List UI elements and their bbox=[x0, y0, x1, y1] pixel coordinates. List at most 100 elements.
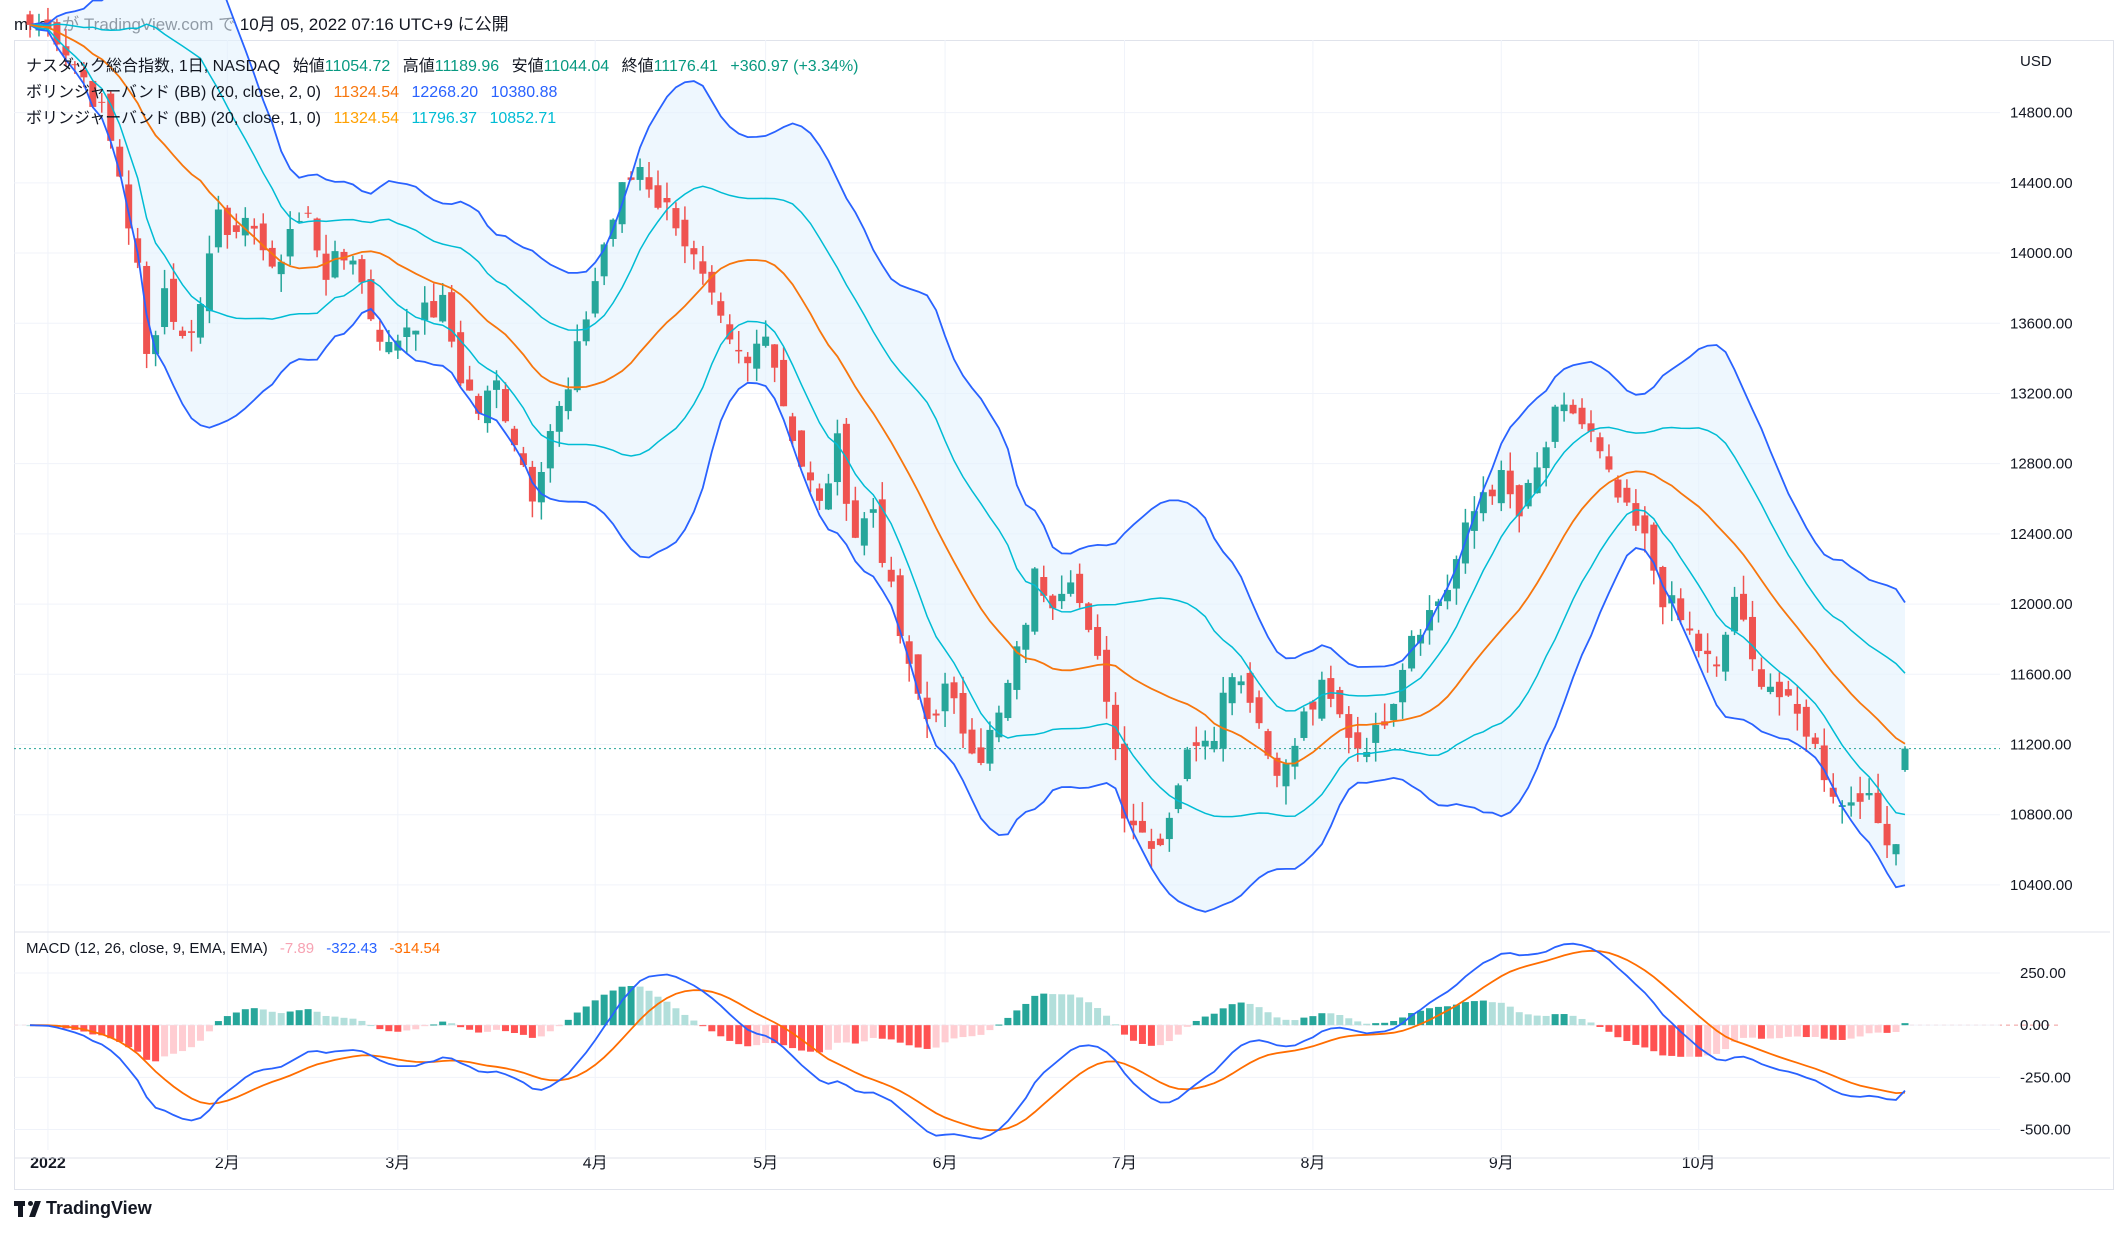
macd-histogram-bar bbox=[412, 1025, 420, 1030]
macd-histogram-bar bbox=[1210, 1013, 1218, 1026]
macd-histogram-bar bbox=[887, 1025, 895, 1040]
candle-body bbox=[1587, 423, 1595, 432]
macd-histogram-bar bbox=[1506, 1006, 1514, 1026]
macd-histogram-bar bbox=[1022, 1003, 1030, 1026]
macd-histogram-bar bbox=[1578, 1018, 1586, 1026]
candle-body bbox=[501, 389, 509, 422]
footer-brand-text: TradingView bbox=[46, 1198, 152, 1218]
candle-body bbox=[528, 466, 536, 502]
macd-histogram-bar bbox=[1264, 1012, 1272, 1026]
macd-histogram-bar bbox=[1632, 1025, 1640, 1045]
candle-body bbox=[1748, 616, 1756, 660]
candle-body bbox=[1291, 745, 1299, 767]
candle-body bbox=[125, 184, 133, 229]
macd-histogram-bar bbox=[1399, 1017, 1407, 1026]
macd-histogram-bar bbox=[789, 1025, 797, 1049]
macd-histogram-bar bbox=[116, 1025, 124, 1042]
candle-body bbox=[851, 500, 859, 538]
bb2-legend[interactable]: ボリンジャーバンド (BB) (20, close, 2, 0) 11324.5… bbox=[26, 78, 565, 102]
macd-histogram-bar bbox=[1497, 1002, 1505, 1026]
candle-body bbox=[762, 336, 770, 346]
macd-histogram-bar bbox=[1174, 1025, 1182, 1035]
candle-body bbox=[385, 341, 393, 353]
candle-body bbox=[1372, 725, 1380, 743]
candle-body bbox=[457, 332, 465, 384]
candle-body bbox=[161, 288, 169, 328]
macd-histogram-bar bbox=[1596, 1025, 1604, 1027]
macd-tick-label: 250.00 bbox=[2020, 965, 2066, 982]
macd-histogram-bar bbox=[699, 1025, 707, 1027]
macd-histogram-bar bbox=[1748, 1025, 1756, 1038]
macd-histogram-bar bbox=[1740, 1025, 1748, 1038]
candle-body bbox=[1757, 669, 1765, 687]
candle-body bbox=[1479, 492, 1487, 514]
time-tick-label: 2022 bbox=[30, 1155, 66, 1172]
candle-body bbox=[1443, 589, 1451, 602]
macd-histogram-bar bbox=[1856, 1025, 1864, 1037]
macd-histogram-bar bbox=[1408, 1013, 1416, 1026]
macd-histogram-bar bbox=[1704, 1025, 1712, 1056]
candle-body bbox=[179, 330, 187, 336]
candle-body bbox=[1820, 745, 1828, 781]
candle-body bbox=[295, 220, 303, 222]
macd-histogram-bar bbox=[869, 1025, 877, 1038]
candle-body bbox=[403, 327, 411, 338]
candle-body bbox=[708, 271, 716, 293]
candle-body bbox=[798, 430, 806, 467]
candle-body bbox=[484, 390, 492, 424]
macd-histogram-bar bbox=[510, 1025, 518, 1034]
macd-histogram-bar bbox=[1085, 1002, 1093, 1026]
macd-histogram-bar bbox=[1677, 1025, 1685, 1057]
candle-body bbox=[744, 356, 752, 364]
candle-body bbox=[735, 349, 743, 352]
macd-histogram-bar bbox=[717, 1025, 725, 1037]
macd-histogram-bar bbox=[125, 1025, 133, 1048]
macd-histogram-bar bbox=[1515, 1012, 1523, 1026]
macd-histogram-bar bbox=[600, 994, 608, 1026]
chart-frame[interactable] bbox=[14, 40, 2114, 1190]
candle-body bbox=[1300, 711, 1308, 738]
candle-body bbox=[1677, 598, 1685, 621]
candle-body bbox=[1713, 664, 1721, 667]
footer-brand[interactable]: TradingView bbox=[14, 1198, 152, 1219]
macd-histogram-bar bbox=[582, 1006, 590, 1026]
candle-body bbox=[1722, 634, 1730, 672]
candle-body bbox=[771, 344, 779, 368]
symbol-legend[interactable]: ナスダック総合指数, 1日, NASDAQ 始値11054.72 高値11189… bbox=[26, 52, 867, 76]
macd-histogram-bar bbox=[241, 1009, 249, 1026]
macd-histogram-bar bbox=[80, 1025, 88, 1032]
macd-histogram-bar bbox=[170, 1025, 178, 1054]
macd-tick-label: 0.00 bbox=[2020, 1017, 2049, 1034]
price-tick-label: 11200.00 bbox=[2010, 736, 2071, 753]
candle-body bbox=[1856, 793, 1864, 802]
macd-histogram-bar bbox=[214, 1021, 222, 1026]
candle-body bbox=[1309, 701, 1317, 710]
macd-histogram-bar bbox=[268, 1011, 276, 1026]
candle-body bbox=[1156, 838, 1164, 846]
candle-body bbox=[959, 692, 967, 734]
time-tick-label: 9月 bbox=[1489, 1155, 1514, 1172]
macd-legend[interactable]: MACD (12, 26, close, 9, EMA, EMA) -7.89 … bbox=[26, 940, 448, 957]
candle-body bbox=[977, 747, 985, 763]
high-label: 高値 bbox=[402, 58, 435, 75]
candle-body bbox=[1560, 404, 1568, 412]
macd-histogram-bar bbox=[1192, 1020, 1200, 1026]
candle-body bbox=[1695, 633, 1703, 652]
time-tick-label: 5月 bbox=[753, 1155, 778, 1172]
price-tick-label: 13600.00 bbox=[2010, 315, 2073, 332]
open-value: 11054.72 bbox=[324, 58, 391, 75]
candle-body bbox=[1390, 703, 1398, 721]
candle-body bbox=[1452, 559, 1460, 589]
time-tick-label: 3月 bbox=[385, 1155, 410, 1172]
candle-body bbox=[1686, 628, 1694, 631]
candle-body bbox=[367, 279, 375, 320]
price-tick-label: 14400.00 bbox=[2010, 175, 2073, 192]
macd-histogram-bar bbox=[654, 996, 662, 1026]
bb1-legend[interactable]: ボリンジャーバンド (BB) (20, close, 1, 0) 11324.5… bbox=[26, 104, 564, 128]
change-value: +360.97 (+3.34%) bbox=[730, 58, 859, 75]
candle-body bbox=[1883, 823, 1891, 846]
candle-body bbox=[152, 335, 160, 355]
macd-histogram-bar bbox=[1659, 1025, 1667, 1056]
macd-histogram-bar bbox=[403, 1025, 411, 1031]
